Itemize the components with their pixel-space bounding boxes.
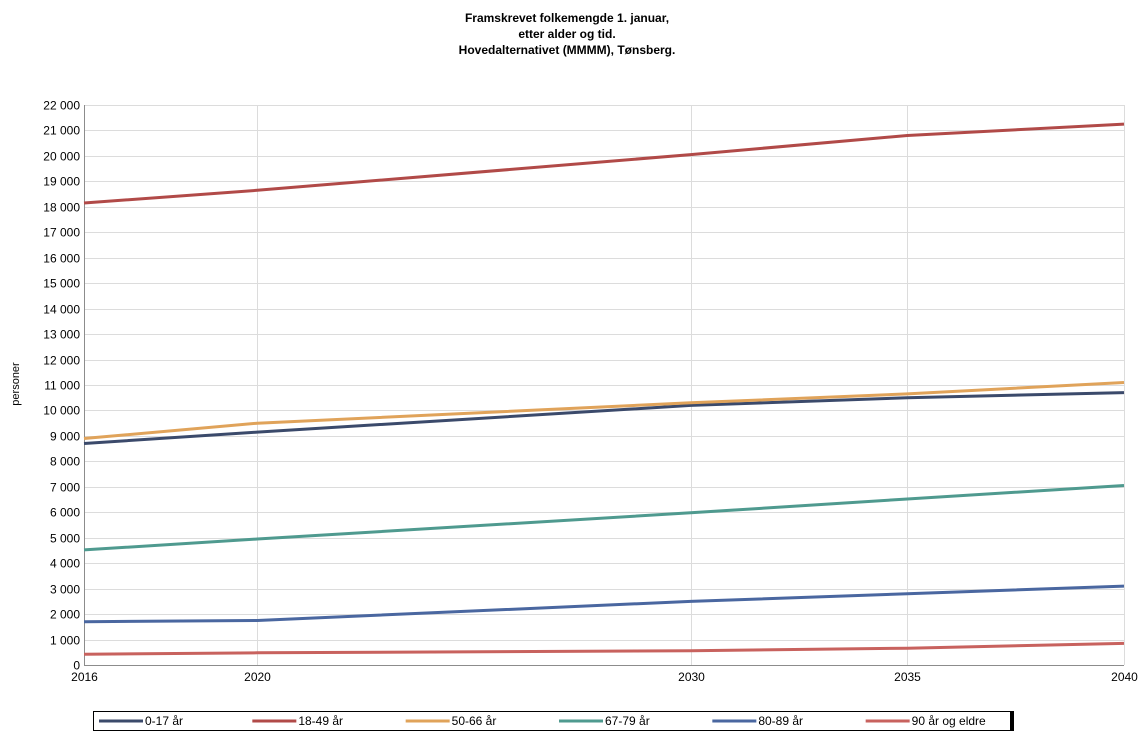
y-tick-label: 8 000 [50,455,80,469]
y-tick-label: 21 000 [43,124,80,138]
y-tick-label: 17 000 [43,226,80,240]
legend-label-3: 67-79 år [605,714,650,728]
y-tick-label: 2 000 [50,608,80,622]
grid [84,105,1125,666]
legend: 0-17 år 18-49 år 50-66 år 67-79 år 80-89 år 9… [93,711,1014,731]
y-tick-label: 0 [73,659,80,673]
y-tick-label: 13 000 [43,328,80,342]
x-tick-label: 2030 [678,670,705,684]
series-line-4 [83,584,1125,624]
chart-title-line-2: etter alder og tid. [518,27,615,41]
legend-label-5: 90 år og eldre [912,714,986,728]
chart-title: Framskrevet folkemengde 1. januar, etter… [459,11,676,57]
y-tick-label: 7 000 [50,481,80,495]
x-tick-label: 2020 [244,670,271,684]
legend-box-edge [1010,712,1014,731]
x-tick-label: 2040 [1111,670,1138,684]
y-tick-label: 6 000 [50,506,80,520]
y-tick-label: 22 000 [43,99,80,113]
series-line-1 [83,122,1125,205]
y-tick-label: 11 000 [44,379,80,393]
series-lines [83,122,1125,656]
y-tick-label: 16 000 [43,252,80,266]
x-tick-label: 2016 [71,670,98,684]
series-line-5 [83,641,1125,656]
y-tick-label: 20 000 [43,150,80,164]
series-line-3 [83,484,1125,552]
y-tick-label: 9 000 [50,430,80,444]
y-tick-label: 15 000 [43,277,80,291]
y-tick-label: 12 000 [43,354,80,368]
x-tick-label: 2035 [894,670,921,684]
y-tick-label: 1 000 [50,634,80,648]
chart-title-line-1: Framskrevet folkemengde 1. januar, [465,11,669,25]
axes: 0 1 000 2 000 3 000 4 000 5 000 6 000 7 000 8 00… [43,99,1138,685]
legend-label-0: 0-17 år [145,714,183,728]
y-axis-title: personer [10,362,22,406]
legend-label-1: 18-49 år [298,714,343,728]
legend-label-2: 50-66 år [452,714,497,728]
y-tick-label: 4 000 [50,557,80,571]
y-tick-label: 14 000 [43,303,80,317]
y-tick-label: 5 000 [50,532,80,546]
y-tick-label: 18 000 [43,201,80,215]
y-tick-label: 10 000 [43,404,80,418]
legend-label-4: 80-89 år [758,714,803,728]
y-tick-label: 19 000 [43,175,80,189]
y-tick-label: 3 000 [50,583,80,597]
chart-title-line-3: Hovedalternativet (MMMM), Tønsberg. [459,43,676,57]
series-line-2 [83,381,1125,440]
series-line-0 [83,391,1125,445]
